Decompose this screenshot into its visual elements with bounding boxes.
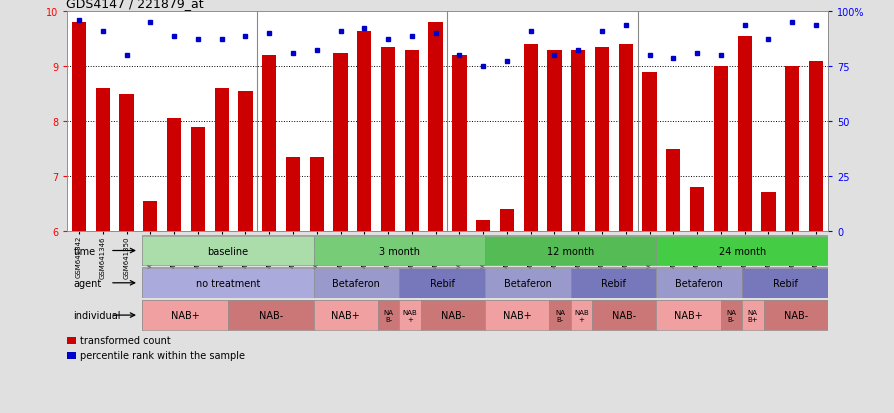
Bar: [808, 62, 822, 231]
Text: NA
B+: NA B+: [746, 309, 757, 322]
Bar: [238, 92, 252, 231]
Text: no treatment: no treatment: [196, 278, 260, 288]
Text: individual: individual: [73, 310, 121, 320]
Bar: [215, 89, 229, 231]
Text: 3 month: 3 month: [378, 246, 419, 256]
Bar: [119, 95, 133, 231]
Bar: [333, 53, 347, 231]
Bar: [499, 209, 513, 231]
Bar: [689, 188, 704, 231]
Bar: [595, 48, 609, 231]
Text: NAB+: NAB+: [673, 310, 702, 320]
Bar: [763, 301, 827, 330]
Text: percentile rank within the sample: percentile rank within the sample: [80, 351, 245, 361]
Bar: [476, 221, 490, 231]
Text: NA
B-: NA B-: [726, 309, 736, 322]
Bar: [720, 301, 741, 330]
Bar: [228, 301, 313, 330]
Bar: [485, 268, 570, 298]
Text: Betaferon: Betaferon: [503, 278, 552, 288]
Bar: [784, 67, 798, 231]
Bar: [96, 89, 110, 231]
Bar: [67, 337, 76, 344]
Bar: [549, 301, 570, 330]
Text: Betaferon: Betaferon: [675, 278, 722, 288]
Text: NAB-: NAB-: [440, 310, 465, 320]
Bar: [142, 301, 228, 330]
Bar: [713, 67, 727, 231]
Bar: [285, 157, 299, 231]
Bar: [420, 301, 485, 330]
Bar: [313, 301, 377, 330]
Text: NAB
+: NAB +: [573, 309, 588, 322]
Bar: [655, 268, 741, 298]
Text: time: time: [73, 246, 96, 256]
Bar: [665, 149, 679, 231]
Text: NA
B-: NA B-: [554, 309, 564, 322]
Bar: [399, 301, 420, 330]
Text: NAB-: NAB-: [783, 310, 807, 320]
Bar: [642, 73, 656, 231]
Bar: [523, 45, 537, 231]
Text: 24 month: 24 month: [718, 246, 765, 256]
Bar: [485, 301, 549, 330]
Bar: [143, 201, 157, 231]
Text: baseline: baseline: [207, 246, 249, 256]
Bar: [592, 301, 655, 330]
Bar: [428, 23, 443, 231]
Bar: [655, 301, 720, 330]
Bar: [485, 236, 655, 266]
Text: Rebif: Rebif: [429, 278, 454, 288]
Text: Rebif: Rebif: [601, 278, 625, 288]
Bar: [262, 56, 276, 231]
Bar: [377, 301, 399, 330]
Bar: [655, 236, 827, 266]
Text: transformed count: transformed count: [80, 336, 171, 346]
Text: NAB+: NAB+: [502, 310, 531, 320]
Text: Rebif: Rebif: [772, 278, 797, 288]
Text: NAB-: NAB-: [258, 310, 283, 320]
Bar: [761, 193, 775, 231]
Text: NA
B-: NA B-: [384, 309, 393, 322]
Text: NAB+: NAB+: [331, 310, 359, 320]
Text: GDS4147 / 221879_at: GDS4147 / 221879_at: [65, 0, 203, 10]
Bar: [618, 45, 632, 231]
Text: NAB+: NAB+: [171, 310, 199, 320]
Bar: [142, 268, 313, 298]
Bar: [741, 301, 763, 330]
Bar: [404, 51, 418, 231]
Bar: [190, 127, 205, 231]
Text: NAB
+: NAB +: [402, 309, 417, 322]
Bar: [547, 51, 561, 231]
Bar: [737, 37, 751, 231]
Bar: [309, 157, 324, 231]
Bar: [741, 268, 827, 298]
Bar: [570, 301, 592, 330]
Bar: [570, 268, 655, 298]
Bar: [357, 31, 371, 231]
Text: agent: agent: [73, 278, 102, 288]
Bar: [313, 236, 485, 266]
Bar: [142, 236, 313, 266]
Text: Betaferon: Betaferon: [332, 278, 380, 288]
Bar: [67, 352, 76, 359]
Text: NAB-: NAB-: [611, 310, 636, 320]
Bar: [72, 23, 86, 231]
Bar: [451, 56, 466, 231]
Bar: [313, 268, 399, 298]
Bar: [167, 119, 181, 231]
Text: 12 month: 12 month: [546, 246, 594, 256]
Bar: [570, 51, 585, 231]
Bar: [399, 268, 485, 298]
Bar: [381, 48, 395, 231]
